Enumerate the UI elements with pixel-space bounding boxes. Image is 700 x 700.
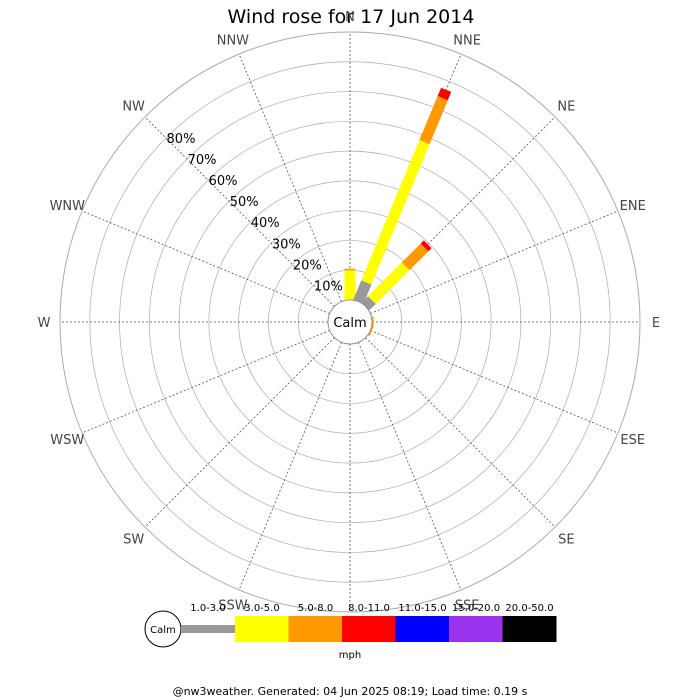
tick-label-60: 60%: [209, 174, 238, 189]
direction-label-wnw: WNW: [50, 199, 86, 214]
direction-label-n: N: [345, 10, 355, 25]
spoke-nw: [144, 116, 335, 307]
bar-n-5-0-8-0: [344, 268, 356, 271]
direction-label-ene: ENE: [620, 199, 646, 214]
spoke-ene: [370, 210, 619, 314]
bar-n-3-0-5-0: [344, 270, 356, 300]
tick-label-20: 20%: [293, 258, 322, 273]
speed-legend: Calm 1.0-3.0 3.0-5.0 5.0-8.0 8.0-11.0 11.0-15…: [144, 603, 557, 661]
wind-bars: [344, 87, 452, 337]
bar-ne-1-0-3-0: [361, 296, 376, 311]
direction-label-ese: ESE: [620, 433, 645, 448]
bar-nne-1-0-3-0: [353, 280, 372, 304]
legend-swatch-8-0-11-0: [342, 616, 396, 642]
tick-label-80: 80%: [167, 132, 196, 147]
percent-tick-labels: 10% 20% 30% 40% 50% 60% 70% 80%: [167, 132, 343, 294]
radial-grid: [59, 31, 641, 613]
direction-label-w: W: [38, 316, 51, 331]
spoke-ese: [370, 330, 619, 434]
legend-label-15-0-20-0: 15.0-20.0: [452, 603, 500, 614]
legend-calm-label: Calm: [150, 625, 176, 636]
direction-label-ssw: SSW: [218, 599, 248, 614]
tick-label-30: 30%: [272, 237, 301, 252]
calm-label: Calm: [333, 316, 366, 331]
legend-label-8-0-11-0: 8.0-11.0: [348, 603, 390, 614]
bar-ne-3-0-5-0: [368, 262, 410, 304]
grid-ring-20: [268, 240, 432, 404]
calm-circle: Calm: [327, 299, 373, 345]
direction-label-nne: NNE: [453, 33, 481, 48]
footer-text: @nw3weather. Generated: 04 Jun 2025 08:1…: [173, 685, 528, 698]
bar-ne-8-0-11-0: [420, 240, 432, 252]
chart-title: Wind rose for 17 Jun 2014: [228, 6, 475, 28]
spoke-nnw: [238, 53, 342, 302]
legend-unit: mph: [339, 650, 361, 661]
spoke-sse: [358, 342, 462, 591]
spoke-wsw: [81, 330, 330, 434]
direction-label-sw: SW: [123, 532, 144, 547]
bar-nne-3-0-5-0: [361, 140, 430, 285]
tick-label-50: 50%: [230, 195, 259, 210]
legend-swatch-5-0-8-0: [288, 616, 343, 642]
grid-ring-80: [89, 61, 611, 583]
direction-label-nnw: NNW: [217, 33, 249, 48]
legend-swatch-3-0-5-0: [235, 616, 289, 642]
direction-label-wsw: WSW: [50, 433, 84, 448]
legend-label-11-0-15-0: 11.0-15.0: [398, 603, 446, 614]
spoke-ssw: [238, 342, 342, 591]
spoke-se: [365, 337, 556, 528]
spoke-sw: [144, 337, 335, 528]
legend-label-1-0-3-0: 1.0-3.0: [190, 603, 225, 614]
legend-swatch-15-0-20-0: [449, 616, 503, 642]
bar-nne-5-0-8-0: [419, 96, 448, 145]
direction-labels: NNNENEENEEESESESSESSSWSWWSWWWNWNWNNW: [38, 10, 661, 637]
grid-ring-90: [59, 31, 641, 613]
bar-ne-5-0-8-0: [401, 243, 429, 271]
direction-label-se: SE: [558, 532, 574, 547]
grid-ring-40: [208, 180, 492, 464]
direction-label-ne: NE: [557, 100, 575, 115]
tick-label-10: 10%: [314, 279, 343, 294]
legend-swatch-11-0-15-0: [395, 616, 450, 642]
legend-label-3-0-5-0: 3.0-5.0: [244, 603, 279, 614]
direction-label-sse: SSE: [455, 599, 480, 614]
bar-nne-8-0-11-0: [437, 87, 452, 101]
spoke-wnw: [81, 210, 330, 314]
grid-ring-60: [148, 120, 552, 524]
tick-label-40: 40%: [251, 216, 280, 231]
legend-swatch-1-0-3-0: [181, 625, 235, 633]
direction-label-e: E: [652, 316, 660, 331]
legend-swatch-20-0-50-0: [502, 616, 557, 642]
tick-label-70: 70%: [188, 153, 217, 168]
bar-ese-5-0-8-0: [368, 325, 374, 337]
direction-label-nw: NW: [122, 100, 145, 115]
legend-label-20-0-50-0: 20.0-50.0: [505, 603, 553, 614]
calm-ring: [327, 299, 373, 345]
legend-label-5-0-8-0: 5.0-8.0: [298, 603, 333, 614]
bar-e-5-0-8-0: [372, 316, 374, 328]
